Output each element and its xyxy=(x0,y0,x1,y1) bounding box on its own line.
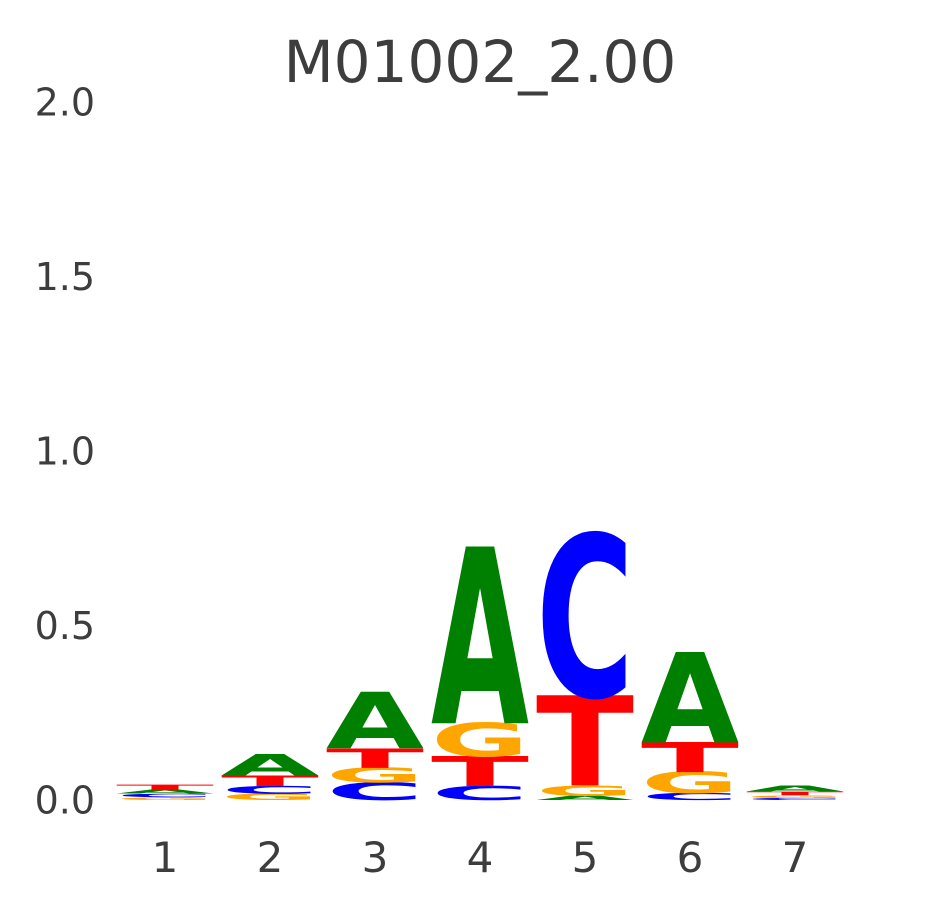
logo-letter-T: T xyxy=(431,748,529,796)
logo-letter-C: C xyxy=(431,782,529,805)
logo-letter-C: C xyxy=(221,784,319,796)
logo-letter-G: G xyxy=(116,796,214,801)
x-tick-label: 2 xyxy=(257,833,284,882)
logo-letter-A: A xyxy=(116,789,214,795)
y-tick-label: 0.5 xyxy=(35,604,95,648)
x-axis-tick-labels: 1 2 3 4 5 6 7 xyxy=(152,833,809,882)
logo-letter-A: A xyxy=(431,498,529,780)
chart-title: M01002_2.00 xyxy=(284,28,677,96)
y-tick-label: 1.5 xyxy=(35,255,95,299)
logo-letter-G: G xyxy=(221,792,319,802)
x-tick-label: 4 xyxy=(467,833,494,882)
logo-letter-T: T xyxy=(326,743,424,774)
logo-letter-T: T xyxy=(221,773,320,790)
logo-letter-C: C xyxy=(641,791,739,802)
x-tick-label: 1 xyxy=(152,833,179,882)
logo-letter-G: G xyxy=(536,782,634,799)
logo-letter-C: C xyxy=(326,778,424,806)
logo-letter-T: T xyxy=(746,791,844,797)
logo-letter-A: A xyxy=(746,784,844,793)
logo-letter-T: T xyxy=(116,783,214,792)
x-tick-label: 7 xyxy=(782,833,809,882)
y-tick-label: 2.0 xyxy=(35,80,95,124)
logo-letter-G: G xyxy=(431,714,529,767)
x-tick-label: 3 xyxy=(362,833,389,882)
logo-letter-T: T xyxy=(641,734,739,782)
logo-letter-A: A xyxy=(326,678,424,768)
logo-letter-A: A xyxy=(536,795,634,802)
logo-letter-G: G xyxy=(326,764,424,788)
logo-letter-C: C xyxy=(116,793,214,799)
y-tick-label: 1.0 xyxy=(35,429,95,473)
y-axis-tick-labels: 0.0 0.5 1.0 1.5 2.0 xyxy=(35,80,95,822)
logo-letter-G: G xyxy=(641,767,739,801)
logo-letter-C: C xyxy=(746,797,844,800)
logo-letter-C: C xyxy=(536,490,634,749)
x-tick-label: 5 xyxy=(572,833,599,882)
logo-letter-A: A xyxy=(641,628,739,772)
logo-letter-A: A xyxy=(221,749,319,783)
x-tick-label: 6 xyxy=(677,833,704,882)
y-tick-label: 0.0 xyxy=(35,778,95,822)
logo-letter-T: T xyxy=(536,671,634,815)
logo-letter-G: G xyxy=(746,794,844,799)
